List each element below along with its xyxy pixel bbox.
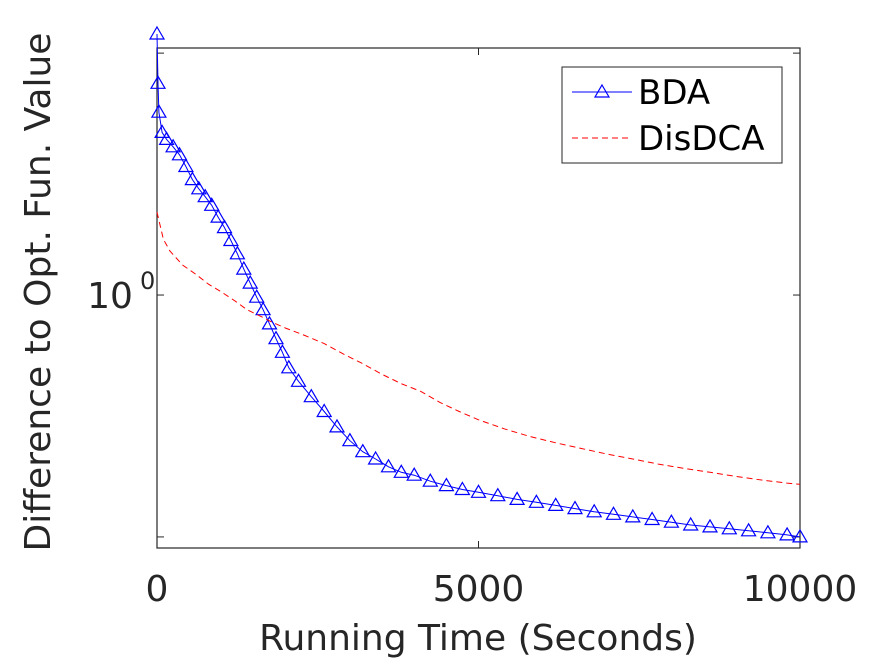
x-tick-label-1: 5000	[433, 569, 525, 610]
bda-point-33	[406, 467, 423, 481]
bda-point-25	[303, 388, 320, 403]
bda-point-26	[316, 403, 333, 418]
bda-point-2	[150, 104, 167, 118]
bda-point-0	[148, 25, 166, 40]
bda-point-5	[165, 138, 182, 153]
legend-box	[561, 66, 783, 164]
bda-point-27	[328, 418, 346, 433]
bda-point-21	[267, 330, 285, 345]
bda-point-29	[354, 443, 371, 458]
bda-point-51	[740, 522, 757, 537]
bda-point-34	[422, 473, 439, 487]
series-layer	[148, 25, 809, 543]
bda-point-45	[624, 508, 641, 523]
legend: BDA DisDCA	[561, 66, 783, 164]
bda-point-23	[280, 359, 297, 374]
bda-point-39	[509, 491, 526, 505]
bda-point-48	[682, 516, 699, 531]
legend-bda-label: BDA	[638, 73, 710, 113]
bda-point-20	[261, 315, 278, 330]
bda-point-8	[184, 171, 201, 186]
bda-point-4	[158, 131, 175, 145]
bda-point-46	[644, 511, 661, 526]
bda-point-49	[701, 518, 719, 533]
y-tick-label-1: 10	[87, 276, 133, 317]
bda-point-24	[290, 373, 307, 387]
bda-point-47	[663, 514, 680, 528]
bda-point-16	[235, 260, 252, 275]
bda-point-14	[222, 232, 239, 247]
bda-point-15	[229, 245, 246, 260]
x-tick-label-2: 10000	[743, 569, 858, 610]
bda-point-12	[210, 208, 227, 223]
bda-point-36	[454, 481, 471, 496]
bda-point-40	[528, 494, 545, 508]
bda-point-19	[255, 301, 272, 316]
bda-point-42	[566, 500, 584, 515]
bda-point-13	[216, 219, 233, 234]
bda-markers	[148, 25, 809, 543]
bda-point-54	[791, 528, 809, 543]
bda-point-10	[197, 188, 214, 203]
y-tick-labels: 10 0	[87, 267, 155, 317]
bda-point-11	[203, 197, 220, 211]
bda-point-22	[274, 344, 291, 358]
bda-point-38	[489, 487, 506, 502]
bda-point-30	[367, 450, 384, 465]
y-tick-exponent-1: 0	[140, 267, 155, 295]
bda-point-52	[759, 524, 776, 539]
bda-point-50	[721, 520, 738, 535]
y-axis-title: Difference to Opt. Fun. Value	[18, 33, 59, 552]
bda-point-18	[248, 289, 265, 303]
bda-point-53	[779, 526, 796, 541]
legend-disdca-label: DisDCA	[638, 119, 765, 159]
bda-point-43	[586, 503, 603, 518]
disdca-series-line	[156, 212, 801, 485]
bda-point-35	[438, 477, 455, 492]
bda-point-32	[393, 464, 410, 478]
bda-point-17	[242, 274, 259, 289]
bda-point-28	[341, 432, 358, 447]
bda-point-44	[605, 506, 622, 520]
bda-point-3	[154, 124, 171, 138]
bda-point-1	[149, 75, 167, 89]
bda-point-31	[380, 458, 397, 473]
x-axis-title: Running Time (Seconds)	[259, 618, 697, 659]
legend-bda-marker	[593, 83, 611, 98]
bda-point-9	[190, 180, 207, 195]
bda-point-6	[171, 146, 188, 161]
x-tick-labels: 0 5000 10000	[146, 569, 858, 610]
bda-point-37	[470, 484, 487, 498]
bda-series-line	[156, 33, 801, 538]
bda-point-41	[547, 497, 564, 511]
bda-point-7	[177, 158, 194, 173]
x-tick-label-0: 0	[146, 569, 169, 610]
